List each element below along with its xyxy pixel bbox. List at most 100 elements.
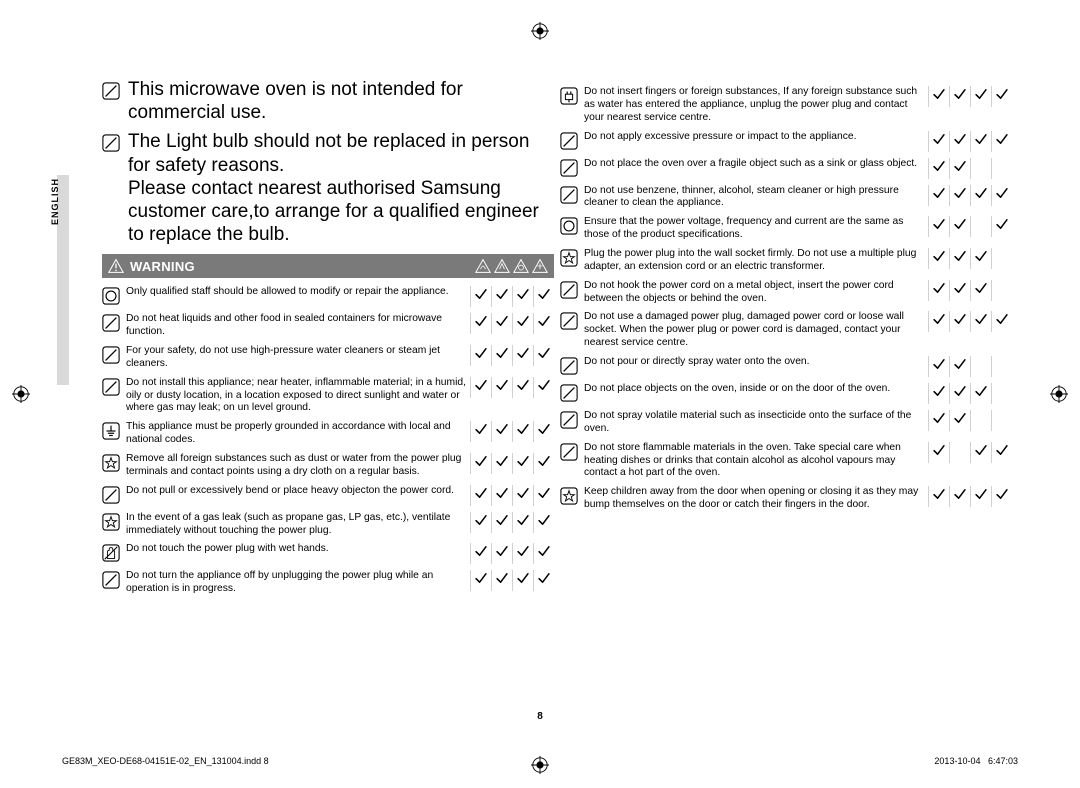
check-cell bbox=[949, 185, 970, 206]
safety-row: Do not pull or excessively bend or place… bbox=[102, 483, 554, 510]
check-cells bbox=[928, 158, 1012, 179]
safety-row-text: Ensure that the power voltage, frequency… bbox=[584, 216, 928, 242]
safety-row: Do not apply excessive pressure or impac… bbox=[560, 129, 1012, 156]
diag-icon bbox=[560, 357, 578, 375]
check-cell bbox=[491, 512, 512, 533]
check-cell bbox=[949, 311, 970, 332]
safety-row: Do not heat liquids and other food in se… bbox=[102, 311, 554, 343]
diag-icon bbox=[102, 571, 120, 589]
safety-row: Plug the power plug into the wall socket… bbox=[560, 246, 1012, 278]
safety-row-text: Do not use benzene, thinner, alcohol, st… bbox=[584, 185, 928, 211]
safety-row-text: Do not store flammable materials in the … bbox=[584, 442, 928, 481]
safety-row: For your safety, do not use high-pressur… bbox=[102, 343, 554, 375]
footer-right-text: 2013-10-04 6:47:03 bbox=[934, 756, 1018, 766]
safety-row: Do not use benzene, thinner, alcohol, st… bbox=[560, 183, 1012, 215]
prohibit-icon bbox=[102, 82, 120, 100]
safety-row: Do not place the oven over a fragile obj… bbox=[560, 156, 1012, 183]
safety-row-text: Do not place objects on the oven, inside… bbox=[584, 383, 928, 396]
safety-row-text: Do not touch the power plug with wet han… bbox=[126, 543, 470, 556]
check-cell bbox=[928, 442, 949, 463]
check-cells bbox=[470, 286, 554, 307]
check-cell bbox=[949, 410, 970, 431]
check-cell bbox=[970, 185, 991, 206]
check-cells bbox=[928, 131, 1012, 152]
safety-row: Do not place objects on the oven, inside… bbox=[560, 381, 1012, 408]
ground-icon bbox=[102, 422, 120, 440]
safety-row-text: Do not insert fingers or foreign substan… bbox=[584, 86, 928, 125]
check-cells bbox=[928, 248, 1012, 269]
check-cell bbox=[491, 453, 512, 474]
check-cell bbox=[512, 286, 533, 307]
right-column: Do not insert fingers or foreign substan… bbox=[560, 78, 1012, 516]
check-cells bbox=[928, 185, 1012, 206]
check-cell bbox=[928, 216, 949, 237]
check-cell bbox=[533, 453, 554, 474]
diag-icon bbox=[102, 378, 120, 396]
check-cell bbox=[949, 86, 970, 107]
check-cell bbox=[949, 131, 970, 152]
check-cell bbox=[512, 421, 533, 442]
check-cell bbox=[928, 280, 949, 301]
safety-row-text: For your safety, do not use high-pressur… bbox=[126, 345, 470, 371]
check-cell bbox=[533, 345, 554, 366]
safety-row-text: In the event of a gas leak (such as prop… bbox=[126, 512, 470, 538]
safety-row-text: This appliance must be properly grounded… bbox=[126, 421, 470, 447]
check-cells bbox=[928, 442, 1012, 463]
check-cell bbox=[512, 377, 533, 398]
check-cell bbox=[991, 185, 1012, 206]
safety-row: Do not use a damaged power plug, damaged… bbox=[560, 309, 1012, 354]
safety-row-text: Do not apply excessive pressure or impac… bbox=[584, 131, 928, 144]
safety-row-text: Do not place the oven over a fragile obj… bbox=[584, 158, 928, 171]
check-cell bbox=[533, 377, 554, 398]
diag-icon bbox=[560, 411, 578, 429]
safety-row-text: Do not pour or directly spray water onto… bbox=[584, 356, 928, 369]
check-cell bbox=[928, 248, 949, 269]
check-cell bbox=[970, 131, 991, 152]
check-cell bbox=[512, 485, 533, 506]
star-icon bbox=[560, 487, 578, 505]
check-cell bbox=[949, 383, 970, 404]
check-cell bbox=[970, 410, 991, 431]
check-cell bbox=[991, 383, 1012, 404]
check-cell bbox=[970, 248, 991, 269]
check-cell bbox=[970, 86, 991, 107]
safety-row: Ensure that the power voltage, frequency… bbox=[560, 214, 1012, 246]
intro-item: The Light bulb should not be replaced in… bbox=[102, 130, 554, 246]
check-cell bbox=[512, 570, 533, 591]
check-cell bbox=[491, 485, 512, 506]
check-cell bbox=[470, 543, 491, 564]
check-cells bbox=[470, 512, 554, 533]
check-cell bbox=[970, 442, 991, 463]
check-cell bbox=[991, 356, 1012, 377]
check-cell bbox=[470, 453, 491, 474]
safety-row: Keep children away from the door when op… bbox=[560, 484, 1012, 516]
check-cells bbox=[470, 543, 554, 564]
check-cell bbox=[991, 280, 1012, 301]
check-cell bbox=[928, 311, 949, 332]
diag-icon bbox=[560, 186, 578, 204]
hand-icon bbox=[102, 544, 120, 562]
diag-icon bbox=[102, 314, 120, 332]
warning-triangle-icon bbox=[108, 258, 124, 274]
hazard-icon bbox=[475, 258, 491, 274]
crop-mark-top bbox=[531, 22, 549, 40]
diag-icon bbox=[560, 443, 578, 461]
safety-row: Do not pour or directly spray water onto… bbox=[560, 354, 1012, 381]
check-cell bbox=[991, 158, 1012, 179]
check-cells bbox=[470, 345, 554, 366]
safety-row: Do not insert fingers or foreign substan… bbox=[560, 84, 1012, 129]
hazard-icon bbox=[513, 258, 529, 274]
star-icon bbox=[560, 249, 578, 267]
safety-row-text: Remove all foreign substances such as du… bbox=[126, 453, 470, 479]
check-cell bbox=[512, 313, 533, 334]
safety-row: Do not hook the power cord on a metal ob… bbox=[560, 278, 1012, 310]
check-cell bbox=[928, 383, 949, 404]
check-cells bbox=[470, 485, 554, 506]
safety-row: Do not store flammable materials in the … bbox=[560, 440, 1012, 485]
check-cells bbox=[470, 377, 554, 398]
safety-row-text: Do not hook the power cord on a metal ob… bbox=[584, 280, 928, 306]
diag-icon bbox=[560, 384, 578, 402]
check-cell bbox=[928, 486, 949, 507]
check-cell bbox=[928, 185, 949, 206]
safety-row-text: Do not heat liquids and other food in se… bbox=[126, 313, 470, 339]
